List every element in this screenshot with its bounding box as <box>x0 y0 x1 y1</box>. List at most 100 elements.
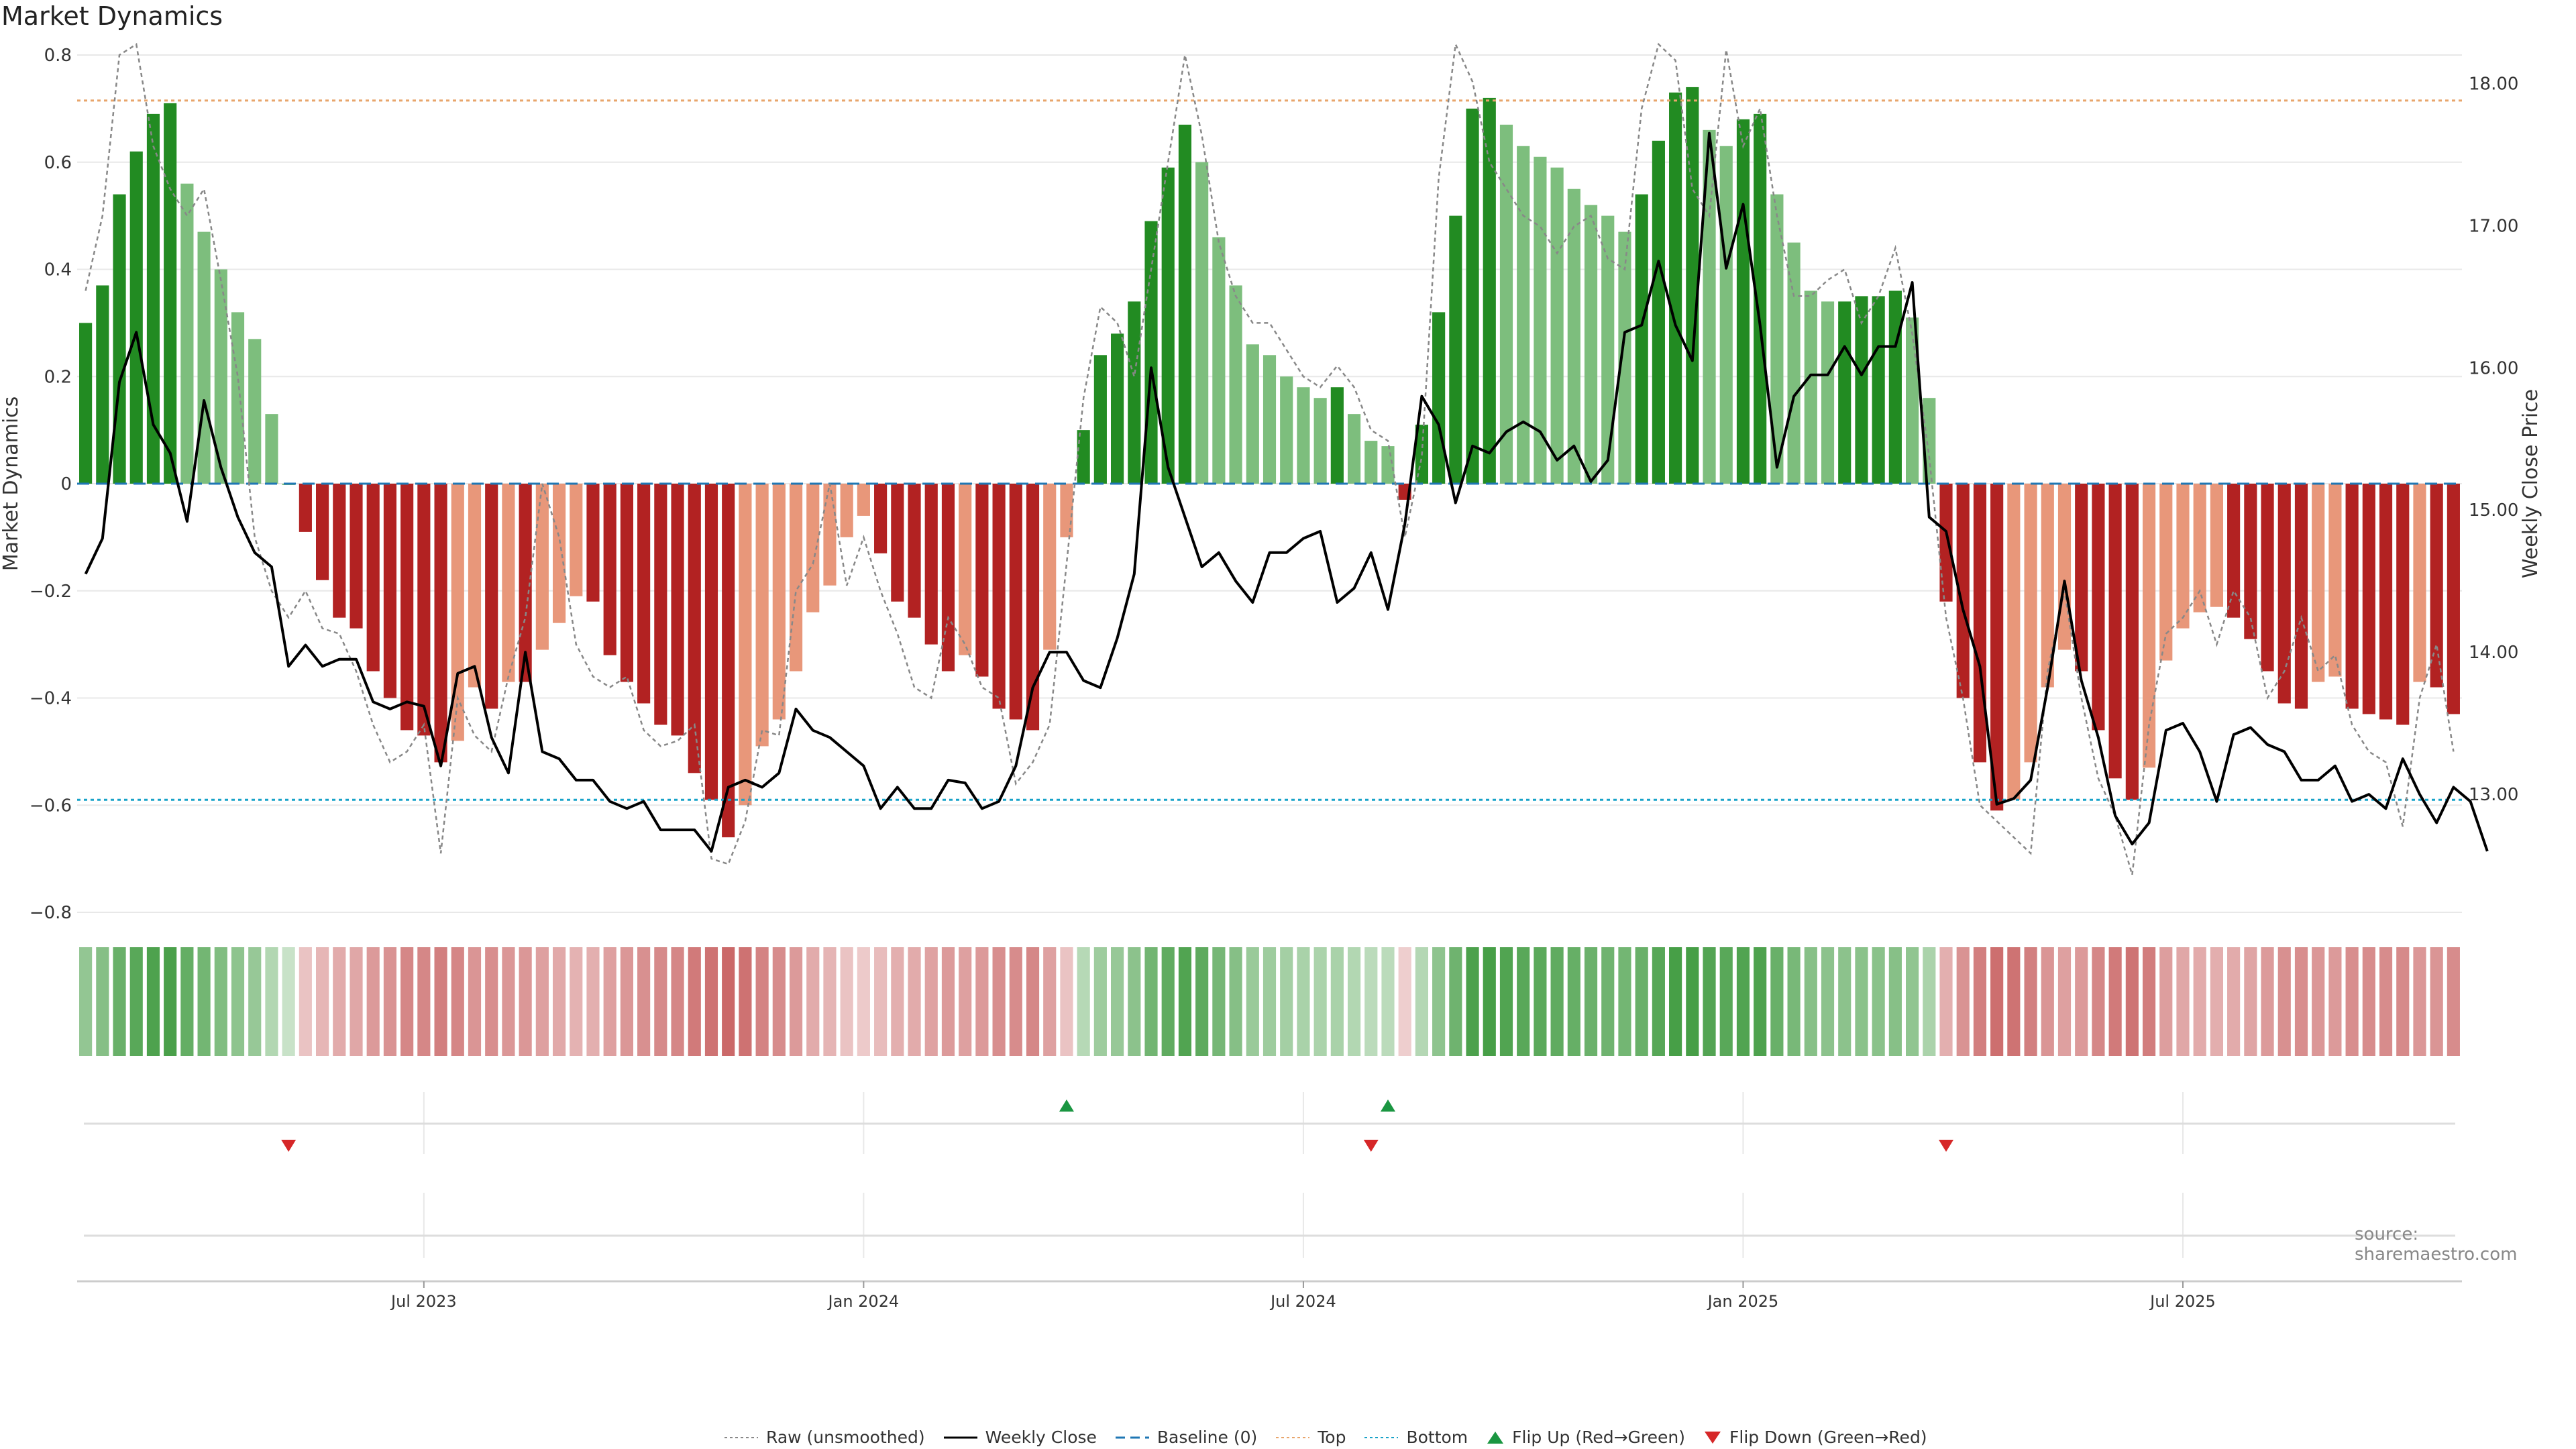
dynamics-bar <box>2057 484 2072 650</box>
regime-cell <box>2193 947 2206 1056</box>
regime-cell <box>2159 947 2173 1056</box>
regime-cell <box>755 947 769 1056</box>
dynamics-bar <box>772 484 786 720</box>
regime-cell <box>1111 947 1124 1056</box>
regime-cell <box>316 947 329 1056</box>
dynamics-bar <box>1635 194 1648 484</box>
regime-cell <box>1787 947 1801 1056</box>
regime-cell <box>2430 947 2443 1056</box>
regime-cell <box>840 947 853 1056</box>
reference-lines <box>77 99 2462 801</box>
regime-cell <box>1923 947 1936 1056</box>
regime-cell <box>1043 947 1057 1056</box>
regime-cell <box>417 947 431 1056</box>
regime-cell <box>1128 947 1141 1056</box>
dynamics-bar <box>2024 484 2037 763</box>
regime-cell <box>1178 947 1192 1056</box>
regime-cell <box>1212 947 1226 1056</box>
axes: 0.8 0.6 0.4 0.2 0 −0.2 −0.4 −0.6 −0.8 18.00 17.00 1… <box>0 46 2542 923</box>
dynamics-bar <box>1128 301 1141 484</box>
dynamics-bar <box>755 484 769 747</box>
dynamics-bar <box>383 484 397 698</box>
dynamics-bar <box>214 269 227 484</box>
regime-cell <box>1432 947 1446 1056</box>
dynamics-bar <box>299 484 312 532</box>
legend-item-bottom: Bottom <box>1364 1428 1468 1447</box>
dynamics-bar <box>908 484 921 618</box>
regime-cell <box>1855 947 1868 1056</box>
dynamics-bar <box>1026 484 1040 731</box>
regime-cell <box>1956 947 1970 1056</box>
regime-cell <box>1517 947 1530 1056</box>
regime-cell <box>1026 947 1040 1056</box>
regime-cell <box>214 947 227 1056</box>
dynamics-bar <box>1330 387 1344 484</box>
regime-cell <box>1973 947 1987 1056</box>
regime-cell <box>586 947 600 1056</box>
flip-down-marker <box>1939 1140 1954 1152</box>
dynamics-bar <box>2261 484 2274 672</box>
regime-cell <box>1804 947 1817 1056</box>
dynamics-bar <box>975 484 989 677</box>
dynamics-bar <box>924 484 938 645</box>
regime-cell <box>2277 947 2291 1056</box>
y-tick-label: −0.6 <box>30 796 72 816</box>
x-tick-label: Jul 2023 <box>390 1292 457 1311</box>
regime-cell <box>164 947 177 1056</box>
regime-cell <box>1754 947 1767 1056</box>
regime-cell <box>1449 947 1462 1056</box>
regime-cell <box>1330 947 1344 1056</box>
regime-cell <box>1009 947 1022 1056</box>
y2-tick-label: 16.00 <box>2469 358 2518 378</box>
legend-item-close: Weekly Close <box>943 1428 1097 1447</box>
y-tick-label: 0.8 <box>44 46 72 66</box>
dynamics-bar <box>1313 398 1327 484</box>
regime-cell <box>366 947 380 1056</box>
legend-flip-down-icon <box>1705 1431 1721 1444</box>
dynamics-bar <box>2210 484 2223 607</box>
regime-cell <box>637 947 651 1056</box>
regime-cell <box>1313 947 1327 1056</box>
regime-cell <box>2108 947 2122 1056</box>
dynamics-bar <box>603 484 616 655</box>
regime-cell <box>2345 947 2359 1056</box>
regime-cell <box>789 947 803 1056</box>
regime-cell <box>1161 947 1175 1056</box>
regime-cell <box>2294 947 2308 1056</box>
regime-cell <box>96 947 109 1056</box>
dynamics-bar <box>2159 484 2173 661</box>
regime-cell <box>688 947 701 1056</box>
x-tick-label: Jan 2025 <box>1707 1292 1779 1311</box>
regime-cell <box>2125 947 2139 1056</box>
dynamics-bar <box>485 484 498 709</box>
regime-cell <box>1415 947 1428 1056</box>
dynamics-bar <box>2430 484 2443 688</box>
dynamics-bar <box>113 194 126 484</box>
dynamics-bar <box>1872 296 1885 484</box>
y-tick-label: −0.2 <box>30 582 72 602</box>
dynamics-bar <box>654 484 667 725</box>
dynamics-bar <box>1195 162 1209 484</box>
dynamics-bar <box>1111 333 1124 484</box>
legend-item-flip-up: Flip Up (Red→Green) <box>1487 1428 1685 1447</box>
dynamics-bar <box>2041 484 2054 688</box>
dynamics-bar <box>891 484 904 602</box>
dynamics-bar <box>1449 215 1462 484</box>
legend-top-label: Top <box>1318 1428 1346 1447</box>
dynamics-bar <box>1534 156 1547 484</box>
dynamics-bar <box>1178 124 1192 484</box>
regime-cell <box>1872 947 1885 1056</box>
regime-cell <box>2261 947 2274 1056</box>
dynamics-bar <box>671 484 684 736</box>
regime-cell <box>823 947 837 1056</box>
dynamics-bar <box>1956 484 1970 698</box>
dynamics-bar <box>1364 441 1378 484</box>
flip-markers <box>84 1092 2455 1258</box>
regime-cell <box>891 947 904 1056</box>
dynamics-bar <box>2328 484 2342 677</box>
regime-cell <box>739 947 752 1056</box>
dynamics-bar <box>1669 92 1682 484</box>
regime-cell <box>1703 947 1716 1056</box>
source-label: source: sharemaestro.com <box>2355 1224 2518 1265</box>
legend-bottom-swatch <box>1364 1436 1399 1438</box>
